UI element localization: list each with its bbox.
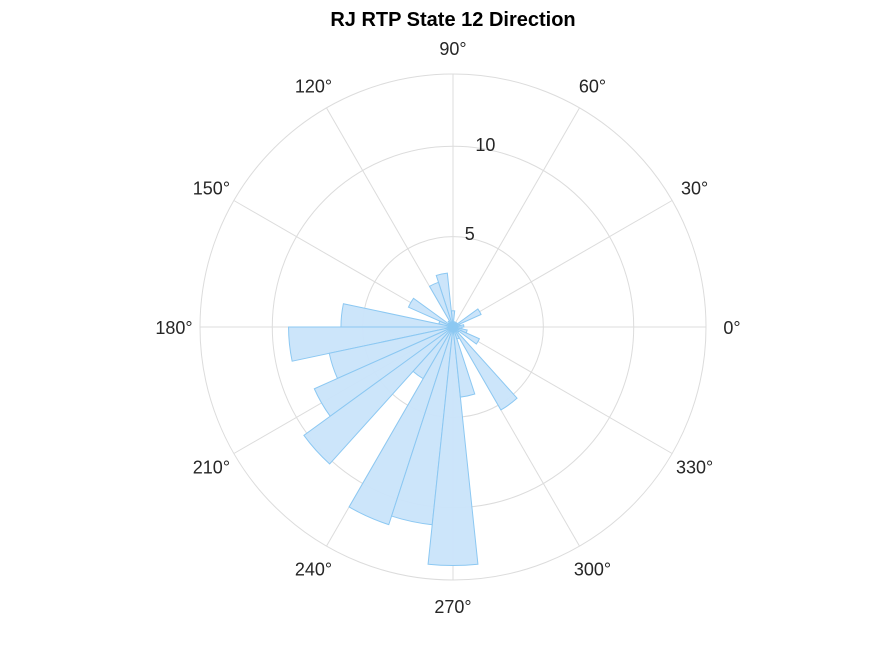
radial-tick-label: 5	[465, 224, 475, 244]
histogram-bar	[407, 297, 454, 328]
angular-tick-label: 150°	[193, 179, 230, 199]
radial-tick-label: 10	[475, 135, 495, 155]
histogram-bars	[288, 272, 518, 567]
histogram-bar	[452, 326, 476, 398]
histogram-bar	[303, 326, 454, 465]
histogram-bar	[428, 281, 454, 328]
angular-tick-label: 300°	[574, 560, 611, 580]
angular-grid-line	[452, 200, 673, 328]
angular-tick-label: 0°	[723, 318, 740, 338]
histogram-bar	[452, 326, 518, 411]
histogram-bar	[427, 326, 479, 567]
angular-tick-label: 90°	[439, 39, 466, 59]
histogram-bar	[452, 326, 463, 330]
angular-tick-label: 120°	[295, 76, 332, 96]
chart-title: RJ RTP State 12 Direction	[330, 9, 575, 31]
angular-tick-label: 330°	[676, 458, 713, 478]
angular-tick-label: 270°	[434, 597, 471, 617]
histogram-bar	[452, 326, 481, 345]
angular-grid-line	[452, 107, 580, 328]
histogram-bar	[348, 326, 454, 526]
tick-labels: 0° 30° 60° 90° 120° 150° 180° 210° 240° 270° 300° 3…	[155, 39, 740, 617]
angular-tick-label: 240°	[295, 560, 332, 580]
angular-grid-line	[452, 326, 673, 454]
histogram-bar	[452, 308, 482, 328]
angular-tick-label: 210°	[193, 458, 230, 478]
histogram-bar	[452, 326, 468, 334]
angular-tick-label: 60°	[579, 76, 606, 96]
angular-tick-label: 180°	[155, 318, 192, 338]
angular-tick-label: 30°	[681, 179, 708, 199]
